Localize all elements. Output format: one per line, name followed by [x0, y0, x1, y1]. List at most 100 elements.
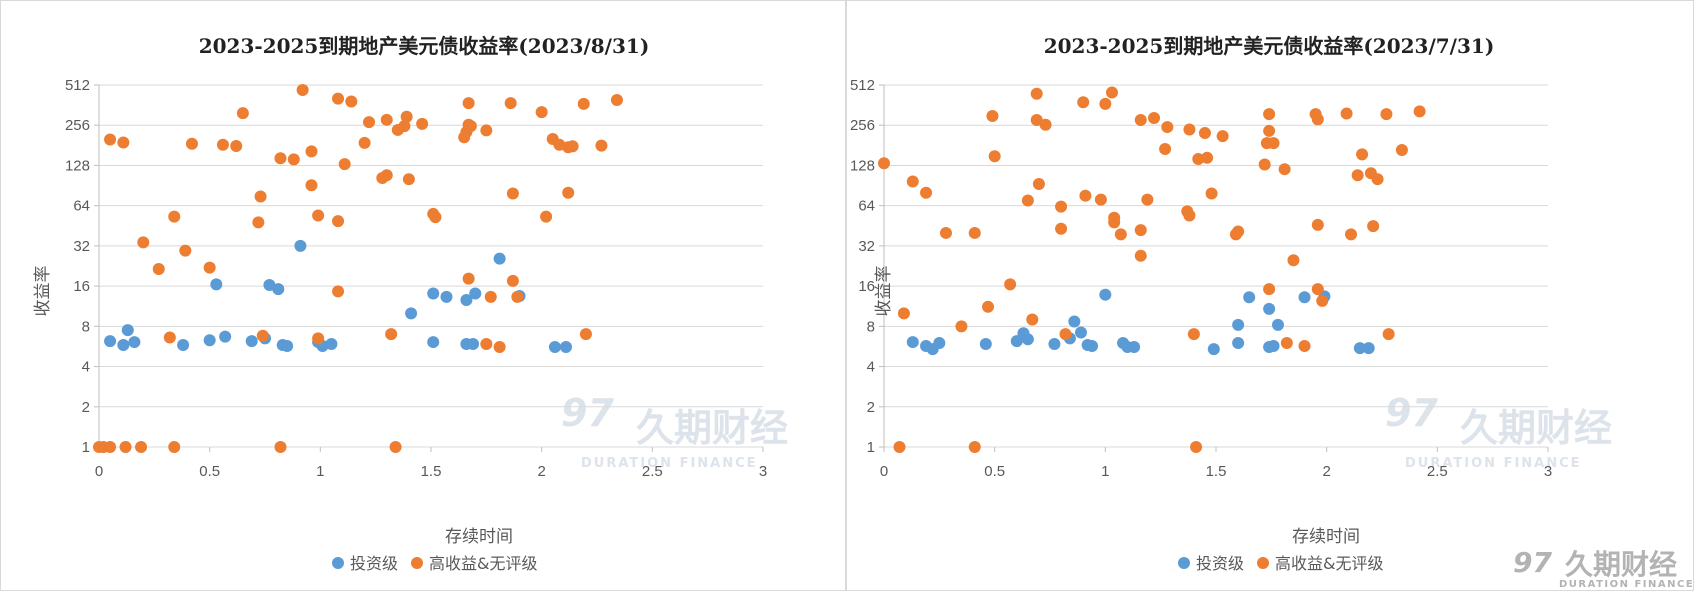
point-high-yield: [1263, 108, 1276, 121]
y-tick-label: 1: [82, 439, 90, 456]
point-high-yield: [462, 272, 475, 285]
point-high-yield: [332, 215, 345, 228]
point-high-yield: [216, 138, 229, 151]
point-investment-grade: [1243, 291, 1256, 304]
point-high-yield: [1311, 283, 1324, 296]
point-high-yield: [1079, 189, 1092, 202]
point-high-yield: [493, 341, 506, 354]
point-high-yield: [982, 300, 995, 313]
y-tick-label: 2: [82, 399, 90, 416]
point-high-yield: [1367, 220, 1380, 233]
point-investment-grade: [219, 330, 232, 343]
point-high-yield: [566, 140, 579, 153]
point-high-yield: [203, 261, 216, 274]
y-tick-label: 4: [82, 359, 90, 376]
point-high-yield: [464, 120, 477, 133]
x-tick-label: 2.5: [1427, 463, 1448, 480]
point-high-yield: [511, 290, 524, 303]
legend-marker-high-yield: [411, 557, 423, 569]
point-investment-grade: [121, 324, 134, 337]
point-investment-grade: [128, 336, 141, 349]
y-axis-ticks: 1 2 4 8 16 32 64 128 256 512: [850, 77, 884, 456]
point-investment-grade: [1086, 340, 1099, 353]
point-investment-grade: [1074, 326, 1087, 339]
point-investment-grade: [117, 338, 130, 351]
point-high-yield: [897, 307, 910, 320]
point-investment-grade: [1207, 343, 1220, 356]
point-high-yield: [1099, 97, 1112, 110]
point-high-yield: [1187, 328, 1200, 341]
legend-label-high-yield: 高收益&无评级: [429, 554, 537, 573]
y-axis-ticks: 1 2 4 8 16 32 64 128 256 512: [65, 77, 99, 456]
point-investment-grade: [281, 340, 294, 353]
point-high-yield: [256, 329, 269, 342]
point-high-yield: [1205, 187, 1218, 200]
point-high-yield: [312, 209, 325, 222]
point-high-yield: [1298, 340, 1311, 353]
gridlines: [98, 84, 763, 448]
legend: 投资级 高收益&无评级: [1178, 554, 1383, 573]
point-investment-grade: [1232, 318, 1245, 331]
watermark-en: DURATION FINANCE: [581, 456, 758, 471]
watermark-en: DURATION FINANCE: [1405, 456, 1582, 471]
watermark-cn: 久期财经: [1460, 406, 1612, 450]
point-high-yield: [363, 116, 376, 129]
point-high-yield: [535, 106, 548, 119]
point-high-yield: [252, 216, 265, 229]
point-investment-grade: [1232, 337, 1245, 350]
point-high-yield: [185, 137, 198, 150]
point-investment-grade: [177, 338, 190, 351]
point-high-yield: [878, 157, 890, 170]
point-high-yield: [1232, 225, 1245, 238]
y-tick-label: 512: [65, 77, 90, 94]
point-high-yield: [1105, 86, 1118, 99]
corner-logo: 97 久期财经 DURATION FINANCE: [1513, 546, 1694, 590]
point-high-yield: [1183, 123, 1196, 136]
x-tick-label: 0: [95, 463, 103, 480]
x-tick-label: 3: [1544, 463, 1552, 480]
y-tick-label: 64: [858, 198, 875, 215]
point-investment-grade: [1353, 342, 1366, 355]
point-high-yield: [484, 290, 497, 303]
y-tick-label: 32: [858, 238, 875, 255]
point-high-yield: [506, 187, 519, 200]
point-high-yield: [179, 244, 192, 257]
point-investment-grade: [272, 283, 285, 296]
point-investment-grade: [493, 252, 506, 265]
point-high-yield: [1030, 114, 1043, 127]
point-investment-grade: [427, 287, 440, 300]
point-high-yield: [152, 262, 165, 275]
point-high-yield: [1280, 337, 1293, 350]
legend-label-investment-grade: 投资级: [350, 554, 398, 573]
x-axis-title: 存续时间: [1292, 527, 1360, 547]
point-high-yield: [1190, 441, 1203, 453]
point-high-yield: [1278, 163, 1291, 176]
y-tick-label: 2: [867, 399, 875, 416]
point-high-yield: [117, 136, 130, 149]
point-high-yield: [332, 92, 345, 105]
point-high-yield: [416, 117, 429, 130]
point-investment-grade: [548, 341, 561, 354]
y-tick-label: 8: [867, 318, 875, 335]
point-high-yield: [1198, 126, 1211, 139]
scatter-chart-jul: 2023-2025到期地产美元债收益率(2023/7/31) 97 久期财经 D…: [850, 34, 1694, 590]
point-high-yield: [274, 152, 287, 165]
legend-marker-investment-grade: [332, 557, 344, 569]
legend-marker-high-yield: [1257, 557, 1269, 569]
point-high-yield: [1345, 228, 1358, 241]
point-high-yield: [137, 236, 150, 249]
x-tick-label: 1: [1101, 463, 1109, 480]
y-tick-label: 256: [65, 117, 90, 134]
point-high-yield: [504, 97, 517, 110]
x-tick-label: 3: [759, 463, 767, 480]
point-high-yield: [1055, 200, 1068, 213]
point-investment-grade: [245, 335, 258, 348]
corner-logo-en: DURATION FINANCE: [1559, 579, 1694, 590]
watermark-cn: 久期财经: [636, 406, 788, 450]
x-tick-label: 1.5: [421, 463, 442, 480]
point-high-yield: [1192, 153, 1205, 166]
point-investment-grade: [1298, 291, 1311, 304]
point-high-yield: [168, 210, 181, 223]
watermark-logo-icon: 97: [561, 391, 614, 435]
point-investment-grade: [440, 290, 453, 303]
